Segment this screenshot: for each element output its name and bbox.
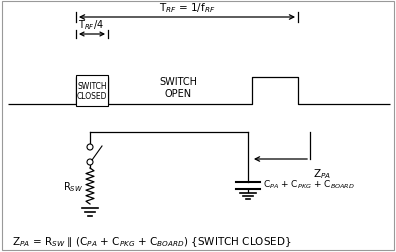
Bar — [76, 76, 108, 107]
Text: Z$_{PA}$: Z$_{PA}$ — [313, 166, 331, 180]
Text: T$_{RF}$/4: T$_{RF}$/4 — [78, 18, 104, 32]
Circle shape — [87, 159, 93, 165]
Text: Z$_{PA}$ = R$_{SW}$ ∥ (C$_{PA}$ + C$_{PKG}$ + C$_{BOARD}$) {SWITCH CLOSED}: Z$_{PA}$ = R$_{SW}$ ∥ (C$_{PA}$ + C$_{PK… — [12, 234, 291, 248]
Text: SWITCH
CLOSED: SWITCH CLOSED — [77, 81, 107, 101]
Text: SWITCH
OPEN: SWITCH OPEN — [159, 77, 197, 99]
Circle shape — [87, 144, 93, 150]
Text: R$_{SW}$: R$_{SW}$ — [63, 179, 83, 193]
Text: C$_{PA}$ + C$_{PKG}$ + C$_{BOARD}$: C$_{PA}$ + C$_{PKG}$ + C$_{BOARD}$ — [263, 178, 355, 191]
Text: T$_{RF}$ = 1/f$_{RF}$: T$_{RF}$ = 1/f$_{RF}$ — [159, 1, 215, 15]
